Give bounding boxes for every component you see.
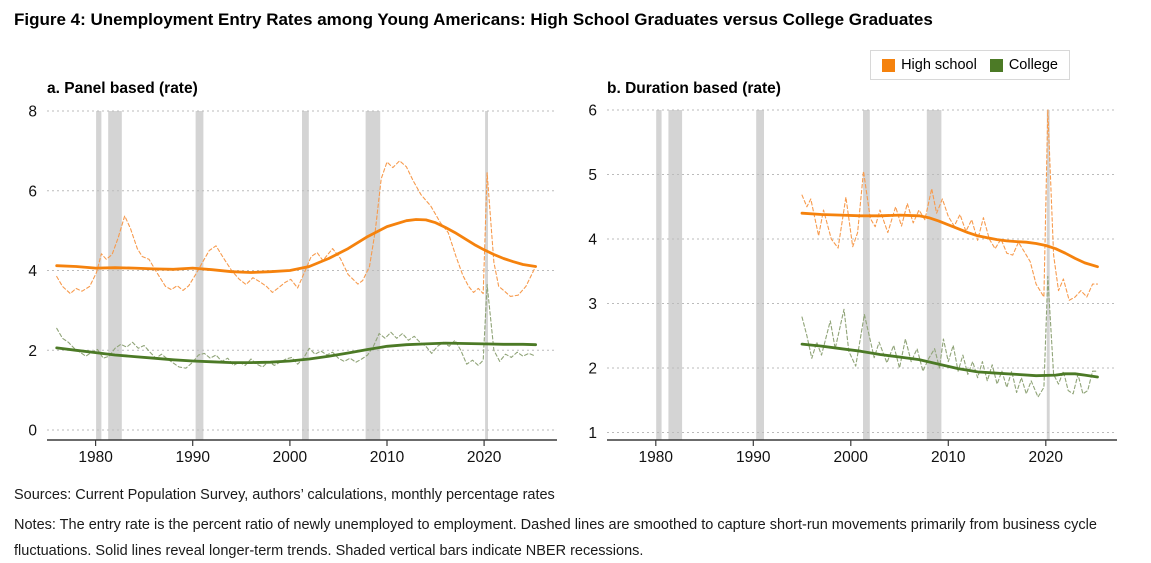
y-tick-label: 6 (28, 183, 37, 200)
legend-label-college: College (1008, 57, 1058, 73)
x-tick-label: 2020 (1029, 449, 1064, 466)
y-tick-label: 0 (28, 423, 37, 440)
y-tick-label: 3 (588, 296, 597, 313)
panel-a-chart: 0 2 4 6 8 1980 1990 2000 2010 2020 (28, 104, 557, 466)
recession-band (302, 111, 309, 440)
college-swatch-icon (989, 58, 1003, 72)
y-tick-label: 8 (28, 104, 37, 121)
series-line (800, 211, 1099, 269)
recession-band (485, 111, 488, 440)
series-line (800, 342, 1099, 379)
x-tick-label: 1990 (175, 449, 210, 466)
x-tick-label: 1990 (736, 449, 771, 466)
series-line (56, 160, 537, 297)
recession-band (96, 111, 102, 440)
y-tick-label: 4 (588, 232, 597, 249)
x-tick-label: 2010 (931, 449, 966, 466)
x-tick-label: 1980 (78, 449, 113, 466)
sources-text: Sources: Current Population Survey, auth… (14, 487, 555, 503)
x-tick-label: 2010 (370, 449, 405, 466)
y-tick-label: 6 (588, 103, 597, 120)
notes-text: Notes: The entry rate is the percent rat… (14, 517, 1097, 560)
panel-b-title: b. Duration based (rate) (607, 80, 781, 97)
y-tick-label: 4 (28, 263, 37, 280)
high-school-swatch-icon (882, 58, 896, 72)
recession-band (365, 111, 381, 440)
y-tick-label: 1 (588, 425, 597, 442)
figure-title: Figure 4: Unemployment Entry Rates among… (14, 10, 933, 29)
recession-band (195, 111, 204, 440)
legend-label-high-school: High school (901, 57, 977, 73)
recession-band (668, 110, 683, 440)
x-tick-label: 2000 (834, 449, 869, 466)
legend-item-college: College (989, 57, 1058, 73)
recession-band (1046, 110, 1050, 440)
x-tick-label: 1980 (639, 449, 674, 466)
recession-band (656, 110, 662, 440)
panel-a-title: a. Panel based (rate) (47, 80, 198, 97)
series-line (55, 341, 537, 365)
series-line (55, 218, 537, 274)
x-tick-label: 2020 (467, 449, 502, 466)
y-tick-label: 2 (28, 343, 37, 360)
recession-band (108, 111, 122, 440)
legend: High school College (870, 50, 1070, 80)
panel-b-chart: 1 2 3 4 5 6 1980 1990 2000 2010 2020 (588, 103, 1117, 466)
x-tick-label: 2000 (273, 449, 308, 466)
legend-item-high-school: High school (882, 57, 977, 73)
y-tick-label: 5 (588, 167, 597, 184)
y-tick-label: 2 (588, 361, 597, 378)
recession-band (756, 110, 764, 440)
recession-band (926, 110, 942, 440)
series-line (801, 275, 1099, 398)
series-line (801, 109, 1099, 301)
recession-band (863, 110, 870, 440)
